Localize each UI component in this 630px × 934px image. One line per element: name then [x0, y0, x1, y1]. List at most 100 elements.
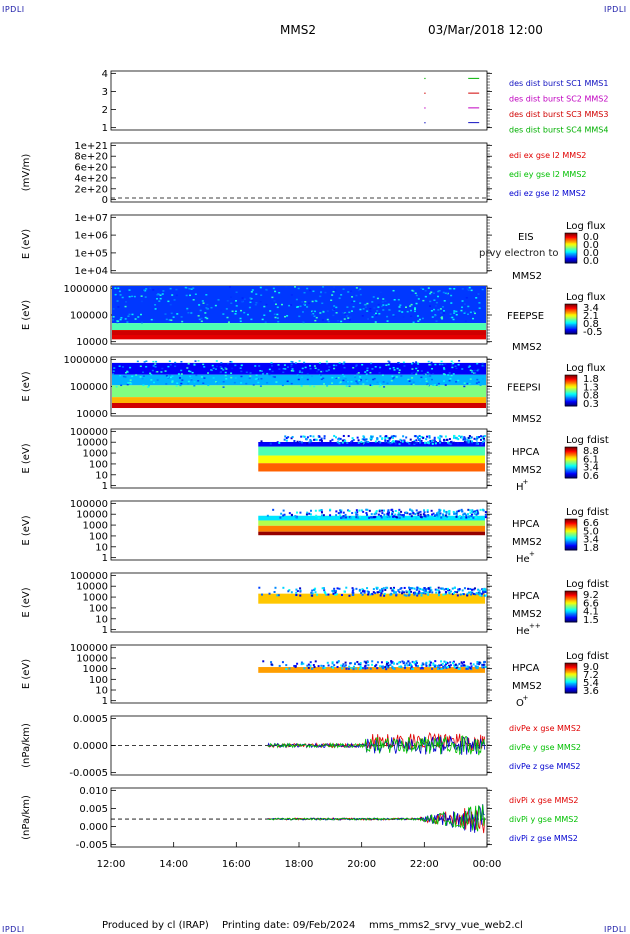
spectrogram-pixel	[313, 310, 316, 313]
spectrogram-pixel	[186, 307, 189, 310]
spectrogram-pixel	[207, 384, 210, 387]
series-line-x	[267, 808, 486, 834]
spectrogram-pixel	[352, 367, 355, 369]
spectrogram-pixel	[248, 377, 251, 380]
spectrogram-pixel	[376, 667, 379, 670]
spectrogram-pixel	[296, 306, 299, 308]
spectrogram-pixel	[375, 510, 378, 513]
spectrogram-pixel	[143, 361, 146, 363]
spectrogram-pixel	[235, 291, 238, 293]
spectrogram-pixel	[377, 440, 380, 443]
spectrogram-pixel	[466, 288, 469, 291]
colorbar-tick-label: 1.8	[583, 374, 599, 385]
spectrogram-pixel	[322, 587, 325, 590]
spectrogram-pixel	[113, 374, 116, 376]
spectrogram-pixel	[428, 515, 431, 518]
spectrogram-pixel	[362, 589, 365, 592]
y-axis-label: (nPa/km)	[21, 723, 32, 768]
spectrogram-pixel	[422, 288, 425, 290]
spectrogram-pixel	[320, 378, 323, 381]
spectrogram-pixel	[305, 438, 308, 441]
spectrogram-pixel	[482, 378, 485, 380]
spectrogram-pixel	[415, 373, 418, 376]
spectrogram-pixel	[464, 438, 467, 441]
spectrogram-pixel	[331, 294, 334, 296]
spectrogram-pixel	[365, 512, 368, 515]
spectrogram-pixel	[354, 376, 357, 378]
spectrogram-pixel	[202, 302, 205, 304]
spectrogram-pixel	[141, 377, 144, 380]
spectrogram-pixel	[356, 516, 359, 519]
spectrogram-pixel	[343, 665, 346, 668]
spectrogram-pixel	[342, 288, 345, 290]
spectrogram-pixel	[383, 594, 386, 597]
spectrogram-pixel	[450, 302, 453, 304]
colorbar-cell	[565, 685, 577, 688]
spectrogram-pixel	[386, 436, 389, 439]
spectrogram-pixel	[356, 511, 359, 514]
spectrogram-pixel	[433, 515, 436, 518]
spectrogram-pixel	[431, 442, 434, 445]
spacecraft-label: MMS2	[512, 537, 542, 548]
spectrogram-pixel	[452, 442, 455, 445]
spectrogram-pixel	[350, 667, 353, 670]
spectrogram-pixel	[294, 665, 297, 668]
spectrogram-pixel	[384, 516, 387, 519]
spectrogram-pixel	[317, 516, 320, 519]
spectrogram-pixel	[378, 509, 381, 512]
spectrogram-pixel	[161, 293, 164, 295]
spectrogram-pixel	[461, 306, 464, 309]
spectrogram-pixel	[434, 660, 437, 663]
spectrogram-pixel	[374, 312, 377, 315]
colorbar-cell	[565, 325, 577, 327]
spectrogram-pixel	[372, 378, 375, 381]
spectrogram-pixel	[306, 373, 309, 376]
spectrogram-pixel	[368, 509, 371, 512]
spectrogram-pixel	[443, 380, 446, 382]
spectrogram-pixel	[420, 287, 423, 290]
spectrogram-pixel	[477, 662, 480, 665]
y-tick-label: 1000	[83, 664, 108, 675]
spectrogram-pixel	[448, 591, 451, 594]
spectrogram-pixel	[297, 378, 300, 381]
spectrogram-pixel	[430, 361, 433, 364]
spectrogram-pixel	[434, 588, 437, 591]
spectrogram-pixel	[476, 436, 479, 439]
spectrogram-pixel	[470, 515, 473, 518]
spectrogram-pixel	[403, 441, 406, 444]
spectrogram-pixel	[322, 667, 325, 670]
spacecraft-label: MMS2	[512, 465, 542, 476]
spectrogram-pixel	[371, 301, 374, 303]
spectrogram-pixel	[435, 305, 438, 307]
spectrogram-pixel	[379, 441, 382, 444]
spectrogram-pixel	[197, 360, 200, 362]
series-line-y	[267, 735, 486, 756]
spectrogram-pixel	[298, 440, 301, 443]
spectrogram-pixel	[430, 291, 433, 293]
spectrogram-pixel	[388, 515, 391, 518]
spectrogram-pixel	[388, 361, 391, 363]
spectrogram-pixel	[154, 366, 157, 368]
spectrogram-pixel	[468, 286, 471, 289]
spectrogram-pixel	[372, 317, 375, 319]
spectrogram-pixel	[402, 361, 405, 364]
colorbar-cell	[565, 525, 577, 528]
spectrogram-pixel	[343, 318, 346, 320]
spectrogram-pixel	[448, 589, 451, 592]
spectrogram-pixel	[473, 587, 476, 590]
spectrogram-pixel	[290, 437, 293, 440]
spectrogram-pixel	[115, 294, 118, 297]
spectrogram-pixel	[460, 309, 463, 312]
spectrogram-pixel	[255, 293, 258, 295]
spectrogram-pixel	[438, 509, 441, 512]
spectrogram-pixel	[360, 592, 363, 595]
colorbar-cell	[565, 474, 577, 476]
spectrogram-pixel	[463, 385, 466, 388]
colorbar-cell	[565, 324, 577, 326]
spectrogram-pixel	[445, 663, 448, 666]
spectrogram-pixel	[234, 313, 237, 315]
spectrogram-pixel	[306, 378, 309, 381]
colorbar-cell	[565, 600, 577, 602]
spectrogram-pixel	[323, 590, 326, 593]
spectrogram-pixel	[252, 384, 255, 386]
